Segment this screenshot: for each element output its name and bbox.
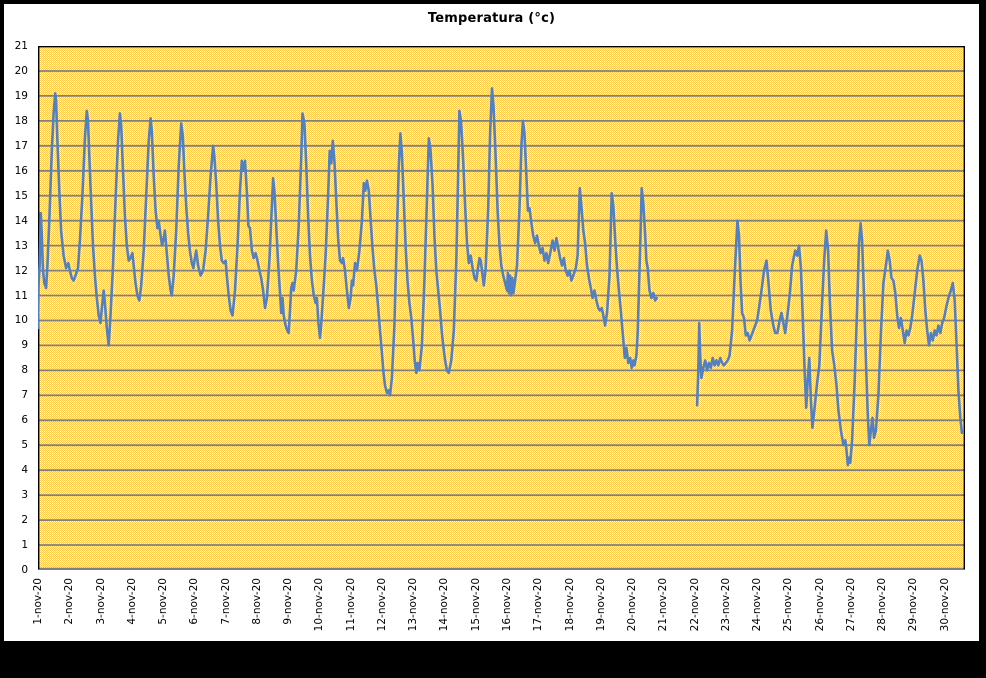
y-axis-tick-label: 19 — [14, 89, 28, 102]
y-axis-tick-label: 7 — [21, 389, 28, 402]
x-axis-tick-label: 5-nov-20 — [157, 578, 170, 625]
x-axis-tick-label: 25-nov-20 — [782, 578, 795, 632]
y-axis-tick-label: 1 — [21, 539, 28, 552]
chart-surface: Temperatura (°c) 21 20 19 18 17 16 15 14 13 12 11 1… — [4, 4, 979, 641]
x-axis-tick-label: 29-nov-20 — [907, 578, 920, 632]
x-axis-tick-label: 12-nov-20 — [375, 578, 388, 632]
x-axis-tick-label: 20-nov-20 — [626, 578, 639, 632]
y-axis-tick-label: 14 — [14, 214, 28, 227]
plot-area — [38, 46, 965, 570]
y-axis-tick-label: 0 — [21, 564, 28, 576]
plot-background — [38, 46, 965, 570]
x-axis-tick-label: 17-nov-20 — [532, 578, 545, 632]
x-axis-tick-label: 11-nov-20 — [344, 578, 357, 632]
y-axis-tick-label: 11 — [14, 289, 28, 302]
x-axis-tick-label: 7-nov-20 — [219, 578, 232, 625]
x-axis-tick-label: 1-nov-20 — [32, 578, 44, 625]
y-axis-tick-label: 12 — [14, 264, 28, 277]
y-axis-tick-label: 8 — [21, 364, 28, 377]
screenshot-root: { "frame": { "border_color": "#000000", … — [4, 4, 979, 641]
x-axis-tick-label: 27-nov-20 — [844, 578, 857, 632]
x-axis-tick-label: 13-nov-20 — [407, 578, 420, 632]
y-axis-tick-label: 16 — [14, 164, 28, 177]
y-axis-tick-label: 2 — [21, 514, 28, 527]
y-axis-tick-label: 9 — [21, 339, 28, 352]
x-axis-tick-label: 19-nov-20 — [594, 578, 607, 632]
x-axis-tick-label: 26-nov-20 — [813, 578, 826, 632]
y-axis-tick-label: 3 — [21, 489, 28, 502]
x-axis-tick-label: 8-nov-20 — [250, 578, 263, 625]
temperature-line — [695, 219, 964, 467]
x-axis-tick-label: 21-nov-20 — [657, 578, 670, 632]
y-axis-tick-label: 17 — [14, 139, 28, 152]
x-axis-tick-label: 28-nov-20 — [876, 578, 889, 632]
x-axis-tick-label: 30-nov-20 — [938, 578, 951, 632]
y-axis-tick-label: 4 — [21, 464, 28, 477]
x-axis-tick-label: 18-nov-20 — [563, 578, 576, 632]
y-axis-tick-label: 18 — [14, 114, 28, 127]
x-axis-tick-label: 9-nov-20 — [282, 578, 295, 625]
chart-title: Temperatura (°c) — [427, 11, 556, 26]
x-axis-tick-label: 10-nov-20 — [313, 578, 326, 632]
x-axis-tick-label: 24-nov-20 — [751, 578, 764, 632]
y-axis-tick-label: 6 — [21, 414, 28, 427]
y-axis-tick-label: 21 — [14, 40, 28, 52]
x-axis-tick-label: 4-nov-20 — [125, 578, 138, 625]
x-axis-tick-label: 14-nov-20 — [438, 578, 451, 632]
x-axis-tick-label: 3-nov-20 — [94, 578, 107, 625]
y-axis-tick-label: 10 — [14, 314, 28, 327]
y-axis-tick-label: 13 — [14, 239, 28, 252]
x-axis-tick-label: 22-nov-20 — [688, 578, 701, 632]
x-axis-tick-label: 16-nov-20 — [500, 578, 513, 632]
x-axis-tick-label: 23-nov-20 — [719, 578, 732, 632]
y-axis-tick-label: 15 — [14, 189, 28, 202]
y-axis-tick-label: 5 — [21, 439, 28, 452]
temperature-line — [38, 87, 659, 397]
x-axis-tick-label: 6-nov-20 — [188, 578, 201, 625]
x-axis-tick-label: 2-nov-20 — [63, 578, 76, 625]
y-axis-tick-label: 20 — [14, 64, 28, 77]
x-axis-tick-label: 15-nov-20 — [469, 578, 482, 632]
